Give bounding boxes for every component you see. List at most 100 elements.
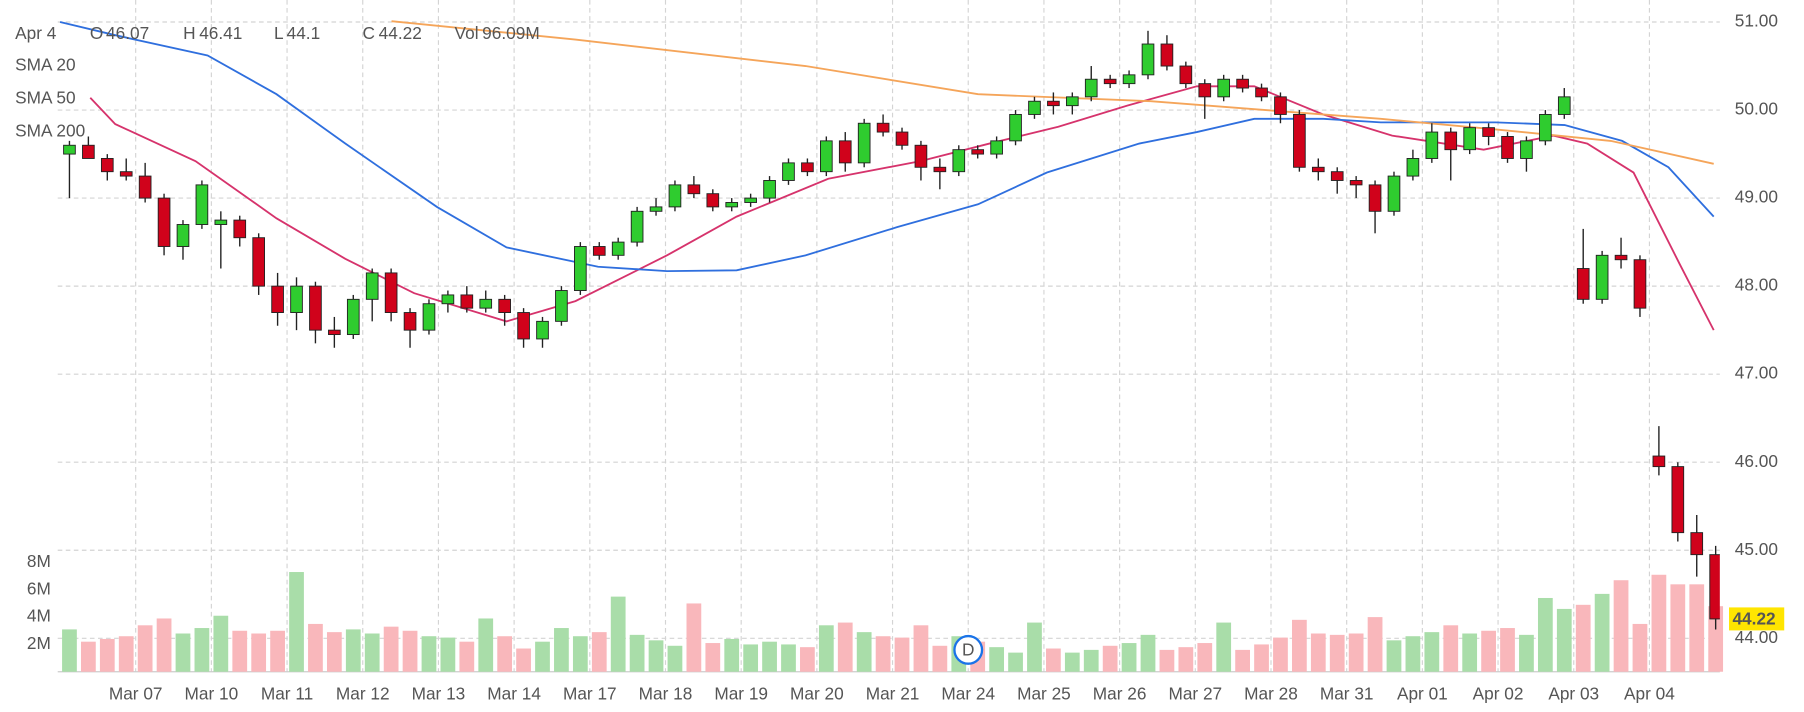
candle-body	[1387, 175, 1401, 212]
candle-body	[1482, 127, 1495, 137]
volume-bar	[1121, 643, 1137, 672]
candle-body	[820, 140, 833, 173]
x-tick-label: Apr 03	[1548, 683, 1599, 703]
header-field-name: Vol	[455, 23, 479, 43]
candle-body	[1160, 43, 1174, 67]
volume-bar	[1216, 622, 1232, 672]
candle-body	[687, 184, 701, 195]
candle-body	[1122, 74, 1136, 85]
candle-body	[630, 210, 644, 243]
candle-body	[1539, 113, 1552, 142]
volume-bar	[535, 641, 550, 672]
volume-bar	[875, 636, 891, 672]
volume-bar	[686, 603, 702, 672]
candle-body	[1652, 455, 1666, 468]
volume-bar	[781, 644, 796, 672]
candle-body	[498, 298, 511, 314]
volume-tick-label: 4M	[27, 606, 51, 626]
candle-body	[1255, 87, 1268, 98]
volume-bar	[497, 636, 513, 672]
volume-bar	[705, 643, 721, 672]
volume-bar	[289, 572, 304, 672]
y-tick-label: 46.00	[1735, 451, 1778, 471]
volume-bar	[1670, 584, 1686, 672]
candle-body	[309, 285, 322, 331]
volume-bar	[1386, 640, 1402, 672]
volume-bar	[402, 630, 418, 672]
volume-bar	[326, 632, 342, 672]
x-tick-label: Mar 28	[1244, 683, 1298, 703]
candle-body	[1179, 65, 1193, 85]
x-tick-label: Mar 31	[1320, 683, 1374, 703]
header-field-value: 96.09M	[482, 23, 540, 43]
volume-bar	[1008, 652, 1023, 672]
volume-bar	[459, 641, 475, 672]
volume-bar	[1273, 637, 1288, 672]
candle-body	[422, 303, 436, 331]
volume-bar	[989, 647, 1005, 672]
header-field-value: 46.07	[106, 23, 149, 43]
candle-body	[895, 131, 909, 146]
candle-body	[1368, 184, 1382, 212]
candle-body	[1406, 158, 1420, 177]
candle-body	[384, 272, 398, 314]
volume-tick-label: 8M	[27, 551, 51, 571]
volume-bar	[421, 636, 437, 672]
candle-body	[1595, 254, 1609, 300]
candle-body	[1028, 100, 1041, 115]
candle-body	[119, 171, 133, 177]
candle-body	[1236, 78, 1249, 89]
x-tick-label: Mar 18	[639, 683, 693, 703]
header-field-name: H	[183, 23, 195, 43]
volume-bar	[932, 645, 948, 672]
candle-body	[763, 180, 776, 199]
volume-bar	[99, 638, 115, 672]
x-tick-label: Mar 13	[412, 683, 466, 703]
x-tick-label: Mar 14	[487, 683, 541, 703]
volume-bar	[1462, 633, 1478, 672]
candle-body	[1103, 78, 1117, 85]
volume-bar	[743, 644, 759, 672]
volume-bar	[1613, 580, 1629, 672]
x-tick-label: Mar 11	[261, 683, 313, 703]
candle-body	[838, 140, 852, 164]
volume-bar	[1348, 633, 1364, 672]
volume-bar	[1235, 649, 1250, 672]
candle-body	[1425, 131, 1439, 159]
volume-bar	[62, 629, 77, 672]
candle-body	[1709, 554, 1720, 620]
volume-bar	[913, 625, 929, 672]
candle-body	[555, 290, 568, 322]
candle-body	[933, 166, 947, 173]
header-field-value: 44.22	[379, 23, 422, 43]
volume-bar	[137, 625, 153, 672]
volume-bar	[1159, 649, 1175, 672]
volume-tick-label: 6M	[27, 578, 51, 598]
legend-label: SMA 200	[15, 120, 85, 140]
x-tick-label: Mar 24	[941, 683, 995, 703]
candle-body	[952, 149, 966, 173]
y-tick-label: 50.00	[1735, 99, 1778, 119]
volume-bar	[1424, 632, 1440, 672]
candle-body	[233, 219, 247, 239]
volume-bar	[1178, 647, 1194, 672]
volume-bar	[1651, 574, 1667, 672]
y-tick-label: 48.00	[1735, 275, 1778, 295]
volume-bar	[1310, 633, 1326, 672]
candle-body	[82, 144, 95, 159]
volume-bar	[213, 615, 229, 672]
candle-body	[441, 294, 455, 305]
volume-bar	[1632, 623, 1648, 672]
candle-body	[1311, 166, 1325, 173]
legend-label: SMA 50	[15, 87, 75, 107]
candle-body	[271, 285, 284, 314]
candle-body	[1444, 131, 1458, 151]
candle-body	[1463, 127, 1477, 151]
volume-bar	[175, 633, 191, 672]
volume-bar	[818, 625, 834, 672]
event-label: D	[962, 640, 974, 660]
volume-bar	[1367, 617, 1383, 672]
x-tick-label: Mar 25	[1017, 683, 1071, 703]
volume-bar	[1291, 619, 1307, 672]
y-tick-label: 47.00	[1735, 363, 1778, 383]
